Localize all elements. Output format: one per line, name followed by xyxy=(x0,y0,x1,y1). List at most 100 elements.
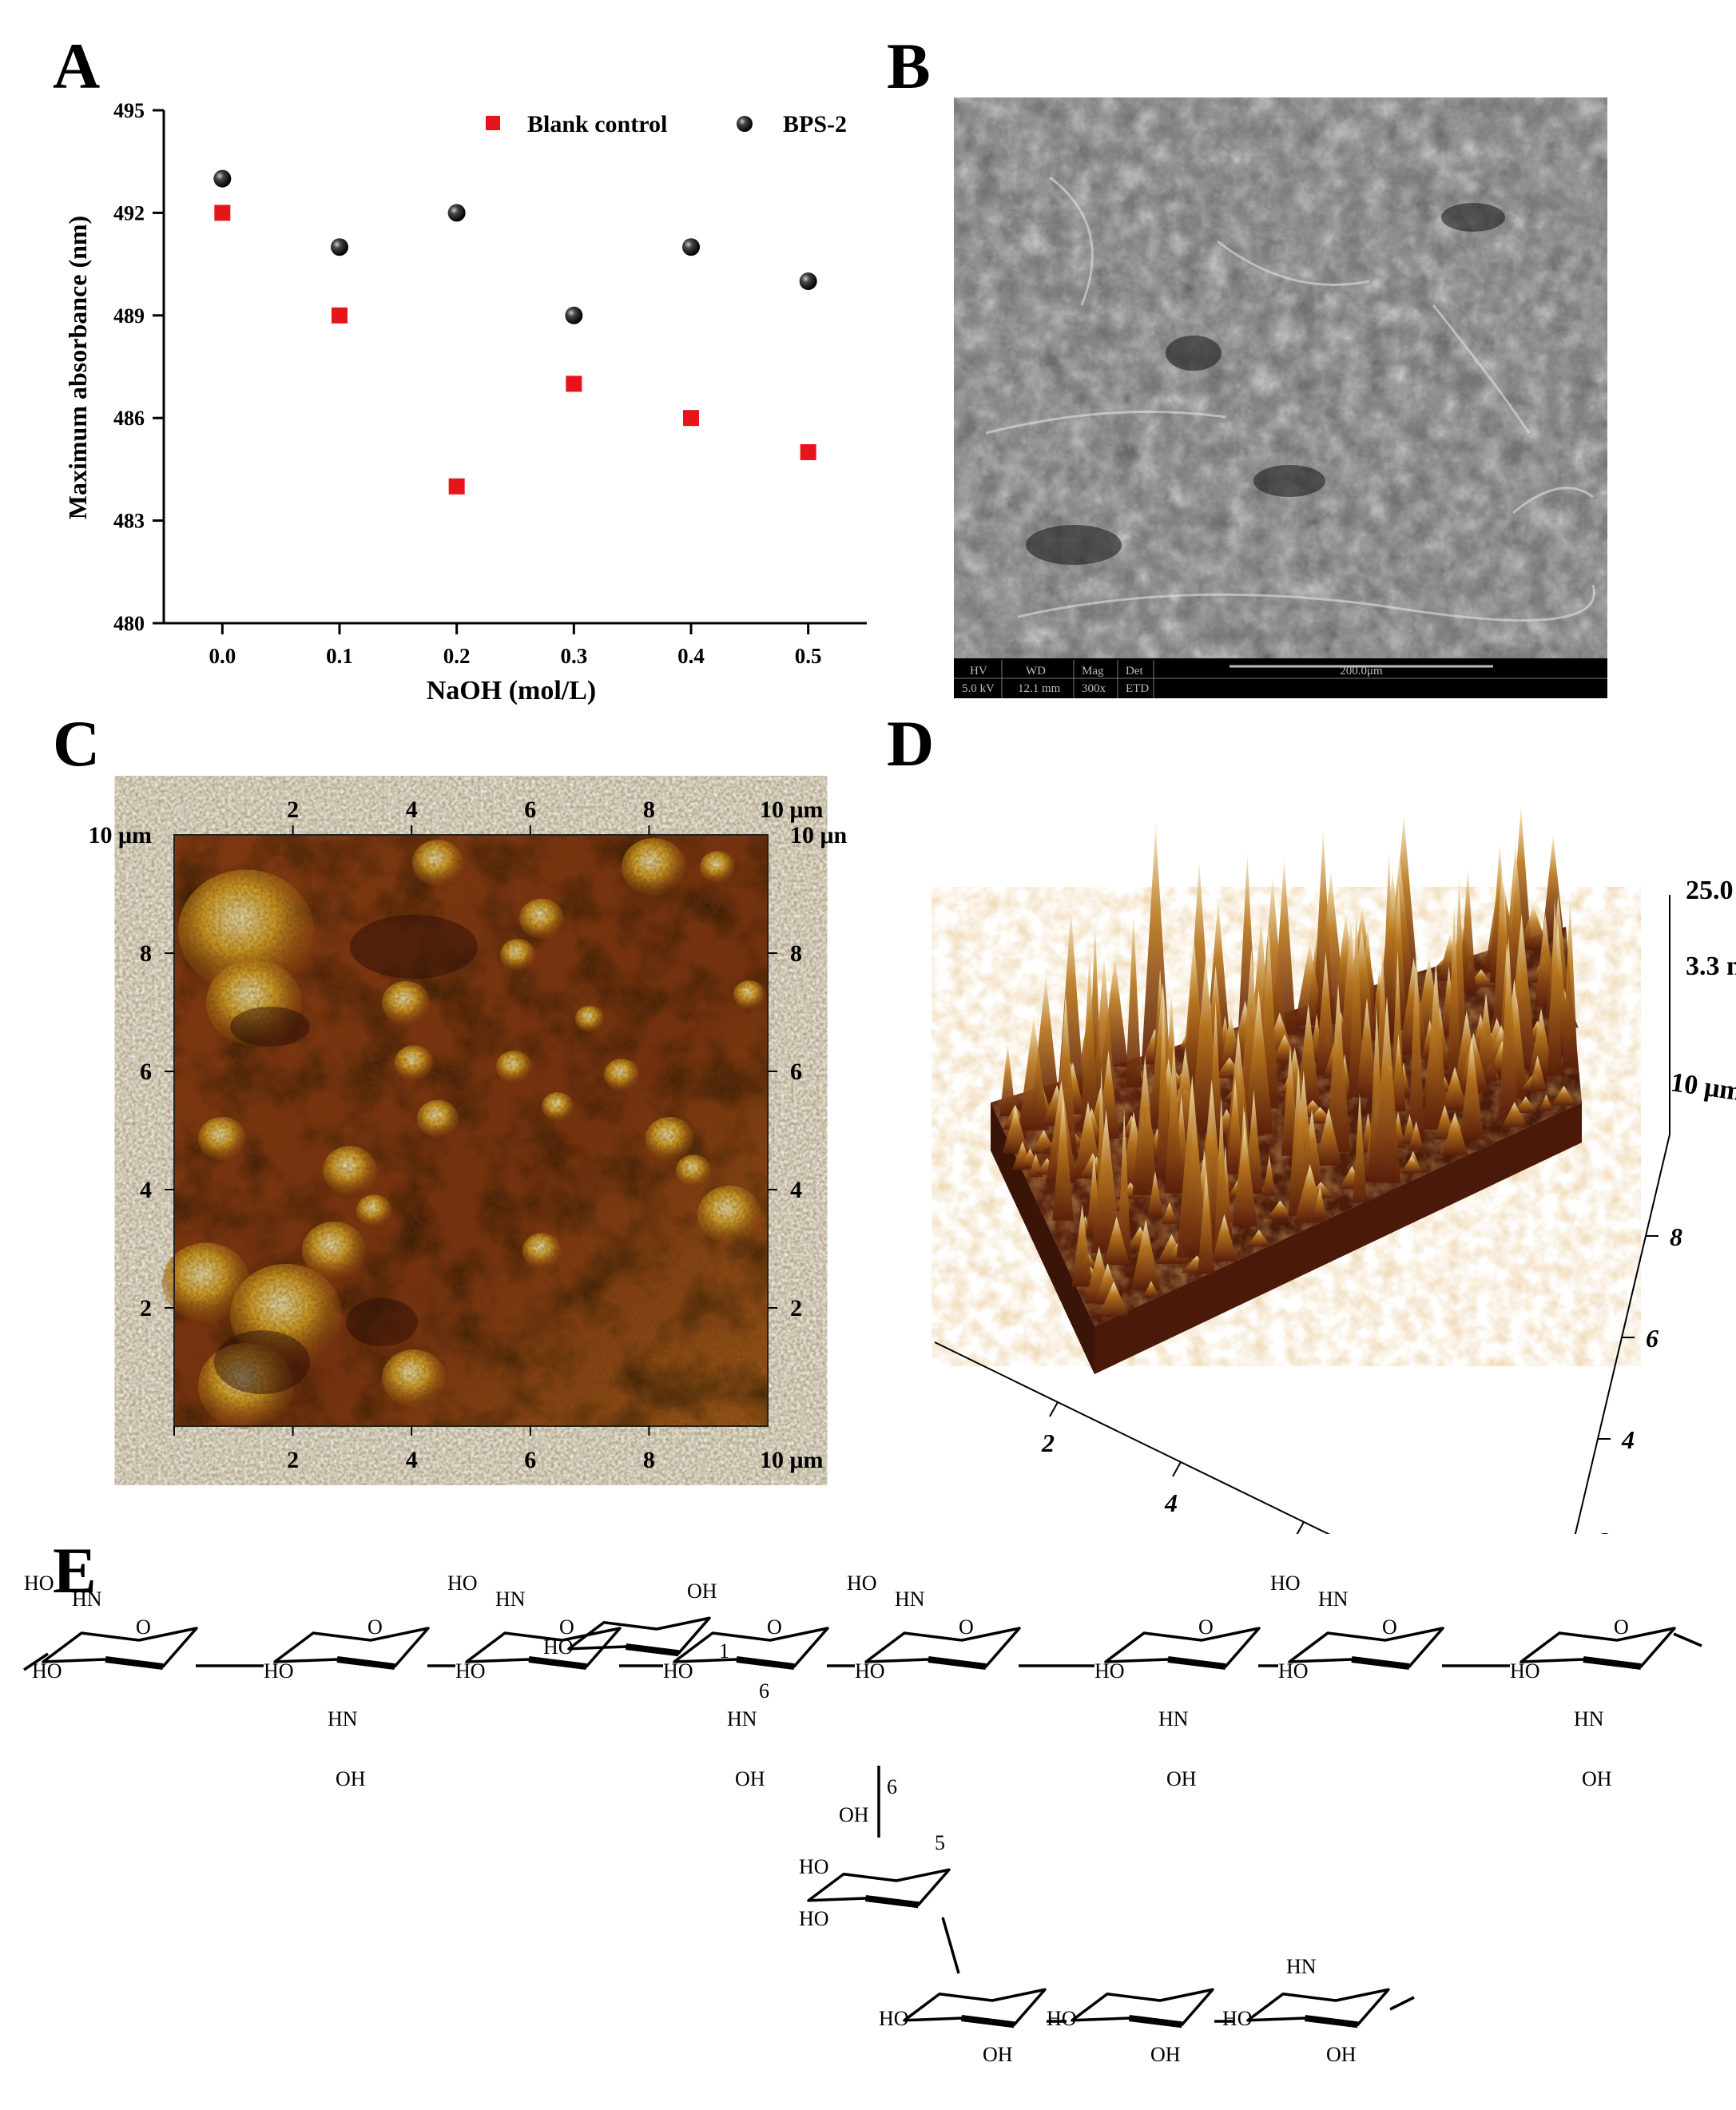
afm-top-tick-label: 8 xyxy=(643,797,655,823)
sem-value-mag: 300x xyxy=(1082,682,1106,695)
x-tick-label: 0.2 xyxy=(443,644,471,668)
afm-peak xyxy=(1562,897,1578,1068)
point-blank-control xyxy=(800,444,816,460)
afm-right-unit-label: 10 μn xyxy=(790,822,848,848)
label-position-1: 1 xyxy=(719,1639,729,1663)
afm-peak xyxy=(1156,997,1171,1179)
afm-3d-x-tick xyxy=(1296,1521,1305,1534)
label-oh: OH xyxy=(1582,1767,1612,1790)
afm-peak xyxy=(1527,1055,1547,1092)
afm-right-tick-label: 6 xyxy=(790,1059,802,1085)
afm-peak xyxy=(1226,1077,1244,1174)
afm-peak xyxy=(1052,1095,1074,1221)
afm-3d-y-tick-label: 2 xyxy=(1597,1527,1611,1534)
label-ho: HO xyxy=(1094,1659,1125,1683)
afm-peak xyxy=(1244,989,1273,1134)
label-oh: OH xyxy=(1150,2043,1181,2066)
afm-peak xyxy=(1551,1086,1577,1107)
legend-label-bps2: BPS-2 xyxy=(783,111,847,137)
afm-right-tick-label: 2 xyxy=(790,1295,802,1321)
label-ho: HO xyxy=(264,1659,294,1683)
label-hn: HN xyxy=(72,1587,102,1611)
afm-peak xyxy=(1441,1112,1469,1156)
legend-label-blank-control: Blank control xyxy=(527,111,667,137)
ring-bold-bond xyxy=(865,1895,919,1909)
legend-marker-bps2 xyxy=(737,116,753,132)
ring-bold-bond xyxy=(1305,2015,1358,2029)
afm-peak xyxy=(1211,1214,1237,1262)
afm-peak xyxy=(1423,961,1448,1130)
point-bps2 xyxy=(331,238,348,256)
afm-peak xyxy=(1315,952,1337,1075)
label-position-5: 5 xyxy=(935,1831,945,1854)
panel-letter-e: E xyxy=(53,1534,97,1607)
afm-peak xyxy=(1518,905,1549,949)
sem-label-mag: Mag xyxy=(1082,665,1104,678)
afm-3d-x-tick xyxy=(1049,1401,1059,1417)
y-axis-label: Maximum absorbance (nm) xyxy=(63,216,92,519)
sem-scale-label: 200.0μm xyxy=(1340,665,1383,678)
label-position-6: 6 xyxy=(887,1775,897,1798)
ring-bold-bond xyxy=(736,1656,795,1670)
ring-bold-bond xyxy=(1167,1656,1226,1670)
afm-peak xyxy=(1408,944,1424,1137)
ring-bold-bond xyxy=(961,2015,1015,2029)
afm-peak xyxy=(1198,1170,1215,1274)
legend: Blank control BPS-2 xyxy=(486,111,847,137)
afm-3d-y-tick-label: 6 xyxy=(1646,1324,1659,1353)
label-ring-o: O xyxy=(136,1615,151,1639)
afm-peak xyxy=(1315,1107,1342,1166)
afm-right-tick-label: 4 xyxy=(790,1177,802,1203)
label-hn: HN xyxy=(495,1587,526,1611)
sem-value-wd: 12.1 mm xyxy=(1018,682,1061,695)
x-tick-labels: 0.0 0.1 0.2 0.3 0.4 0.5 xyxy=(209,644,821,668)
afm-peak xyxy=(1271,1034,1298,1063)
afm-peak xyxy=(1296,1003,1321,1107)
afm-3d-x-tick-label: 4 xyxy=(1164,1488,1178,1517)
afm-peak xyxy=(1460,1037,1484,1140)
afm-peak xyxy=(1353,1093,1367,1203)
label-ho: HO xyxy=(1270,1574,1301,1595)
afm-right-tick-label: 8 xyxy=(790,940,802,967)
afm-bottom-tick-label: 8 xyxy=(643,1447,655,1473)
afm-left-tick-label: 2 xyxy=(140,1295,152,1321)
label-oh: OH xyxy=(687,1580,717,1603)
afm-bottom-tick-label: 6 xyxy=(524,1447,536,1473)
afm-top-tick-label: 4 xyxy=(406,797,418,823)
point-bps2 xyxy=(447,204,466,222)
y-tick-label: 492 xyxy=(113,201,145,225)
label-ho: HO xyxy=(24,1574,54,1595)
afm-peak xyxy=(1442,1067,1468,1111)
label-hn: HN xyxy=(1574,1707,1604,1731)
afm-left-tick-label: 4 xyxy=(140,1177,152,1203)
label-ho: HO xyxy=(1278,1659,1309,1683)
point-bps2 xyxy=(213,169,232,188)
scatter-chart: 480 483 486 489 492 495 0.0 0.1 0.2 0.3 0.4 0.5 Bl… xyxy=(63,99,867,705)
panel-letter-b: B xyxy=(887,30,931,102)
y-tick-label: 480 xyxy=(113,612,145,635)
label-position-6: 6 xyxy=(759,1679,769,1703)
branch-link xyxy=(941,1917,960,1974)
afm-3d-x-tick xyxy=(1172,1461,1182,1477)
label-oh: OH xyxy=(839,1803,869,1826)
y-tick-label: 483 xyxy=(113,510,145,533)
afm-3d-x-axis xyxy=(934,1341,1331,1534)
afm-peak xyxy=(1475,993,1497,1083)
afm-peak xyxy=(1002,1107,1029,1154)
ring-bold-bond xyxy=(105,1656,164,1670)
afm-3d-z-max-label: 25.0 nm xyxy=(1686,876,1736,905)
afm-bottom-tick-label: 4 xyxy=(406,1447,418,1473)
ring-bold-bond xyxy=(1351,1656,1410,1670)
afm-peak xyxy=(1313,1186,1327,1220)
afm-peak xyxy=(1373,995,1401,1183)
label-oh: OH xyxy=(336,1767,366,1790)
label-ring-o: O xyxy=(1198,1615,1214,1639)
label-ring-o: O xyxy=(1614,1615,1629,1639)
ring-bold-bond xyxy=(528,1656,587,1670)
afm-peak xyxy=(1501,1102,1528,1128)
point-bps2 xyxy=(682,238,700,256)
afm-3d-y-tick-label: 4 xyxy=(1621,1425,1635,1454)
afm-peak xyxy=(1390,1033,1407,1112)
